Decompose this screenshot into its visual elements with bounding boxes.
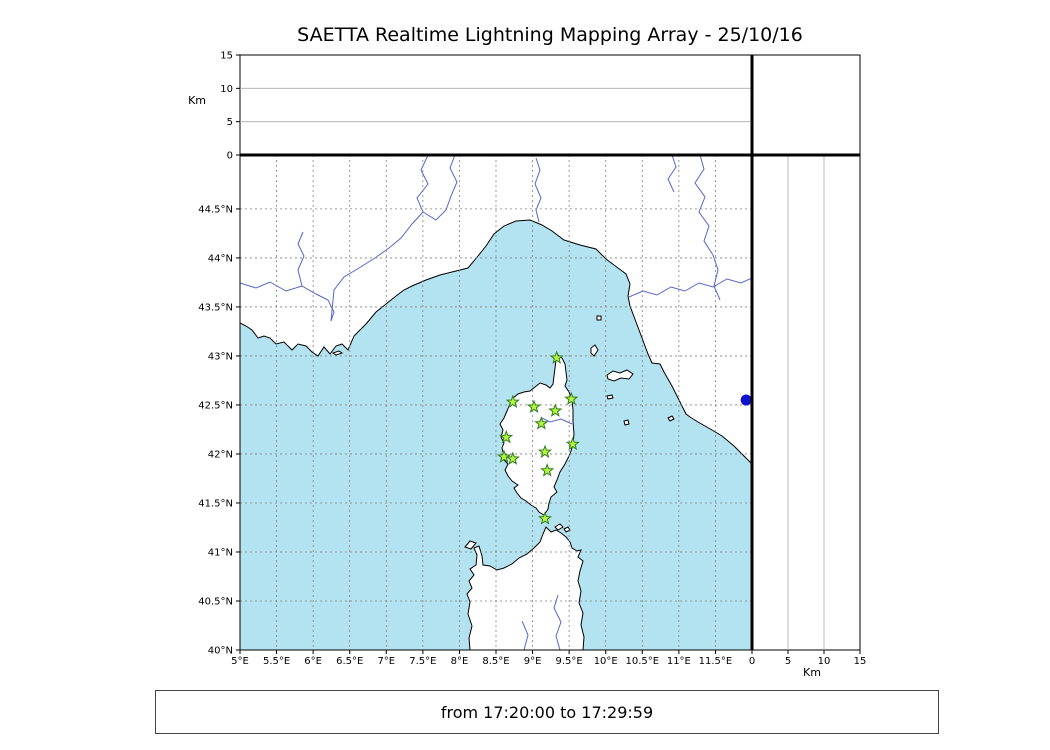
lon-tick-label: 7.5°E [409, 656, 436, 667]
time-range-caption: from 17:20:00 to 17:29:59 [440, 702, 654, 722]
river [694, 155, 721, 301]
station-marker [549, 350, 564, 364]
right-panel-gridlines [787, 155, 825, 650]
lon-tick-label: 6.5°E [336, 656, 363, 667]
island-maddalena [554, 523, 564, 531]
lat-tick-label: 44.5°N [198, 204, 233, 215]
top-altitude-axis-label: Km [188, 94, 206, 107]
lat-tick-label: 43°N [208, 351, 233, 362]
right-altitude-axis-label: Km [803, 666, 821, 679]
station-marker [526, 399, 542, 414]
right-altitude-panel: 0 5 10 15 Km [749, 154, 867, 679]
latitude-axis: 40°N 40.5°N 41°N 41.5°N 42°N 42.5°N 43°N 43.5°N… [198, 204, 240, 657]
right-panel-border [751, 154, 861, 651]
station-marker [505, 451, 520, 465]
island-capraia [590, 344, 599, 357]
station-marker [540, 463, 555, 477]
lon-tick-label: 8°E [451, 656, 469, 667]
island-maddalena-2 [563, 526, 571, 533]
alt-tick-label-right: 5 [785, 656, 791, 667]
small-islands [331, 315, 675, 550]
corner-panel [751, 54, 861, 156]
station-marker [505, 394, 520, 409]
lat-tick-label: 41.5°N [198, 498, 233, 509]
alt-tick-label-top: 5 [227, 117, 233, 128]
alt-tick-label-right: 10 [818, 656, 831, 667]
station-marker [537, 511, 553, 525]
lon-tick-label: 9.5°E [556, 656, 583, 667]
river [330, 155, 429, 322]
lon-tick-label: 9°E [524, 656, 542, 667]
alt-tick-label-top: 0 [227, 151, 233, 162]
plot-title: SAETTA Realtime Lightning Mapping Array … [297, 24, 803, 46]
alt-tick-label-top: 15 [220, 51, 233, 62]
top-altitude-panel: 0 5 10 15 Km [188, 51, 753, 162]
island-porquerolles [331, 350, 344, 356]
lon-tick-label: 8.5°E [482, 656, 509, 667]
map-gridlines [240, 155, 752, 650]
island-pianosa [606, 394, 614, 400]
river [553, 594, 562, 650]
longitude-axis: 5°E 5.5°E 6°E 6.5°E 7°E 7.5°E 8°E 8.5°E 9°E 9.5°E… [231, 650, 732, 667]
river [628, 277, 752, 298]
lon-tick-label: 5°E [231, 656, 249, 667]
lat-tick-label: 40.5°N [198, 596, 233, 607]
time-range-caption-box: from 17:20:00 to 17:29:59 [155, 690, 939, 734]
station-marker [496, 449, 512, 464]
coastal-point-marker [740, 394, 752, 406]
coastline-mainland [240, 155, 752, 465]
station-marker [537, 444, 553, 459]
station-markers [496, 350, 580, 525]
alt-tick-label-top: 10 [220, 84, 233, 95]
map-panel [239, 154, 753, 651]
island-sardinia [466, 526, 585, 650]
river [521, 620, 529, 650]
alt-tick-label-right: 15 [854, 656, 867, 667]
island-corsica [499, 354, 575, 516]
top-panel-ticks: 0 5 10 15 [220, 51, 240, 162]
top-panel-gridlines [240, 87, 752, 123]
alt-tick-label-right: 0 [749, 656, 755, 667]
rivers [240, 155, 752, 650]
lat-tick-label: 41°N [208, 547, 233, 558]
river [297, 231, 305, 287]
island-montecristo [623, 419, 630, 426]
station-marker [564, 391, 579, 406]
river [667, 155, 677, 193]
lat-tick-label: 40°N [208, 646, 233, 657]
station-marker [548, 403, 563, 417]
lon-tick-label: 5.5°E [263, 656, 290, 667]
lat-tick-label: 42.5°N [198, 400, 233, 411]
river [534, 157, 542, 223]
river [422, 155, 458, 221]
station-marker [499, 429, 514, 444]
lon-tick-label: 11.5°E [699, 656, 733, 667]
lon-tick-label: 6°E [304, 656, 322, 667]
island-gorgona [596, 315, 602, 321]
island-elba [606, 369, 634, 382]
island-giglio [667, 415, 675, 422]
island-asinara [464, 540, 477, 550]
top-panel-border [239, 54, 753, 156]
lat-tick-label: 44°N [208, 253, 233, 264]
station-marker [565, 436, 580, 451]
station-marker [534, 416, 549, 430]
river [541, 417, 573, 425]
lat-tick-label: 43.5°N [198, 302, 233, 313]
lon-tick-label: 10.5°E [625, 656, 659, 667]
lon-tick-label: 7°E [377, 656, 395, 667]
lon-tick-label: 11°E [667, 656, 691, 667]
map-geography [240, 155, 752, 650]
lon-tick-label: 10°E [594, 656, 618, 667]
right-panel-ticks: 0 5 10 15 [749, 650, 867, 667]
lat-tick-label: 42°N [208, 449, 233, 460]
